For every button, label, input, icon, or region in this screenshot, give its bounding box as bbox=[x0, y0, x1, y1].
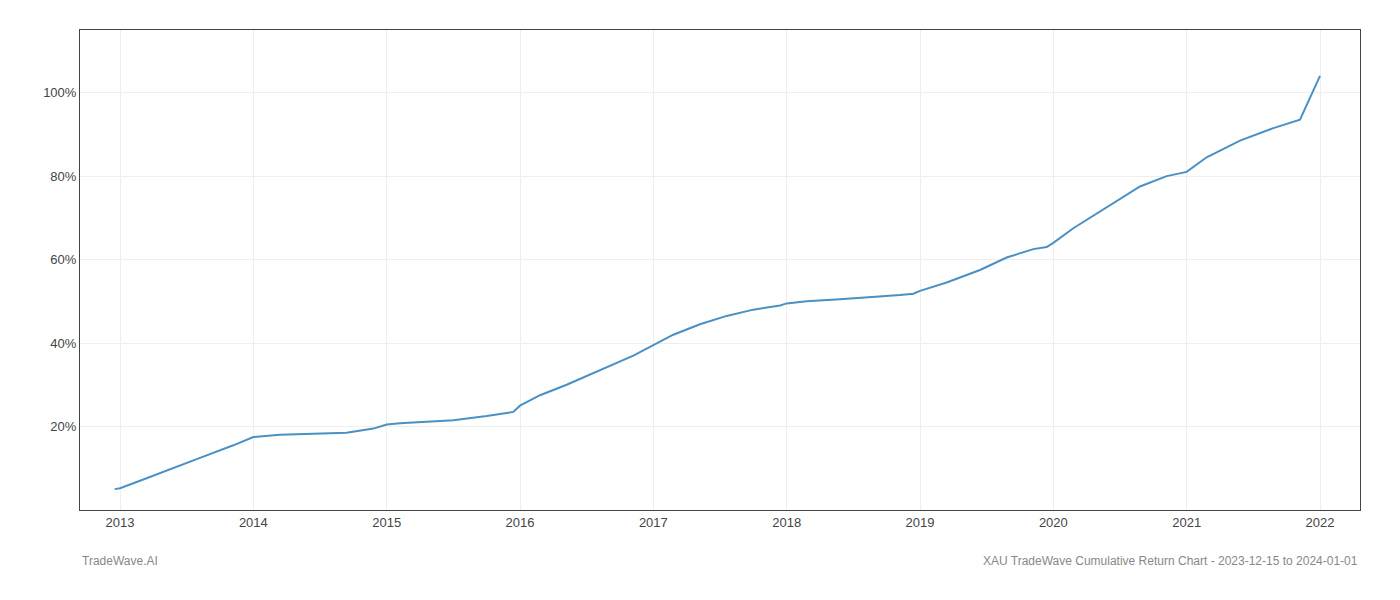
svg-text:2018: 2018 bbox=[772, 515, 801, 530]
svg-text:60%: 60% bbox=[50, 252, 76, 267]
svg-text:TradeWave.AI: TradeWave.AI bbox=[82, 554, 158, 568]
svg-text:2020: 2020 bbox=[1039, 515, 1068, 530]
svg-text:80%: 80% bbox=[50, 169, 76, 184]
svg-text:2019: 2019 bbox=[906, 515, 935, 530]
svg-text:2021: 2021 bbox=[1172, 515, 1201, 530]
svg-text:2016: 2016 bbox=[506, 515, 535, 530]
svg-text:2017: 2017 bbox=[639, 515, 668, 530]
svg-text:2014: 2014 bbox=[239, 515, 268, 530]
svg-text:40%: 40% bbox=[50, 336, 76, 351]
svg-text:XAU TradeWave Cumulative Retur: XAU TradeWave Cumulative Return Chart - … bbox=[983, 554, 1358, 568]
svg-text:2015: 2015 bbox=[372, 515, 401, 530]
svg-text:2013: 2013 bbox=[106, 515, 135, 530]
svg-text:20%: 20% bbox=[50, 419, 76, 434]
svg-text:2022: 2022 bbox=[1306, 515, 1335, 530]
svg-text:100%: 100% bbox=[43, 85, 77, 100]
